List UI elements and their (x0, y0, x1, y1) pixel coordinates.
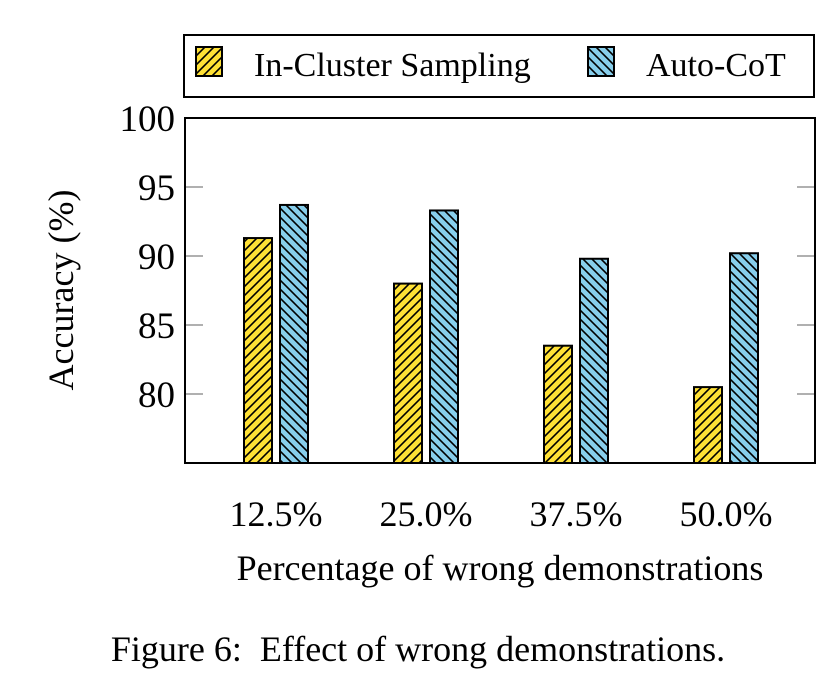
y-tick-label: 90 (138, 237, 175, 278)
bar-auto-cot-1 (429, 209, 459, 464)
x-axis-label: Percentage of wrong demonstrations (237, 548, 764, 588)
legend-label-auto-cot: Auto-CoT (646, 47, 786, 84)
bar-in-cluster-sampling-0 (243, 237, 273, 464)
legend: In-Cluster Sampling Auto-CoT (183, 34, 815, 98)
x-tick-label: 50.0% (680, 494, 773, 534)
legend-box (183, 34, 815, 98)
y-tick-label: 100 (120, 99, 176, 140)
bar-in-cluster-sampling-1 (393, 282, 423, 464)
x-axis-tick-labels: 12.5% 25.0% 37.5% 50.0% (230, 494, 773, 534)
y-axis-label: Accuracy (%) (41, 190, 81, 391)
legend-label-in-cluster-sampling: In-Cluster Sampling (254, 47, 531, 84)
bar-in-cluster-sampling-3 (693, 386, 723, 465)
x-tick-label: 12.5% (230, 494, 323, 534)
bar-chart: In-Cluster Sampling Auto-CoT 80 85 90 95 100… (41, 34, 816, 588)
bar-auto-cot-3 (729, 252, 759, 464)
x-tick-label: 37.5% (530, 494, 623, 534)
legend-swatch-auto-cot (587, 46, 615, 77)
y-axis-ticks: 80 85 90 95 100 (120, 99, 815, 416)
y-tick-label: 95 (138, 168, 175, 209)
figure-caption: Figure 6: Effect of wrong demonstrations… (110, 629, 726, 669)
legend-swatch-in-cluster-sampling (195, 46, 223, 77)
bar-auto-cot-2 (579, 257, 609, 465)
y-tick-label: 85 (138, 306, 175, 347)
plot-frame (184, 117, 816, 464)
bar-in-cluster-sampling-2 (543, 344, 573, 465)
y-tick-label: 80 (138, 375, 175, 416)
bar-auto-cot-0 (279, 203, 309, 464)
bars (243, 203, 759, 465)
x-tick-label: 25.0% (380, 494, 473, 534)
